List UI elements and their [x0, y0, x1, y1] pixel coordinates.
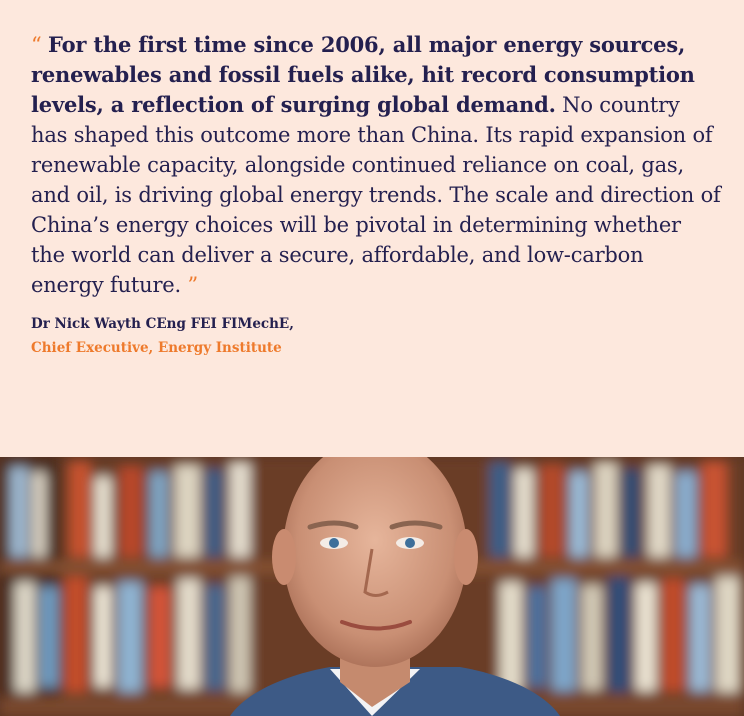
left-eyebrow	[307, 520, 359, 530]
face	[283, 457, 467, 667]
quote-text: “ For the first time since 2006, all maj…	[31, 30, 721, 300]
close-quote-mark: ”	[187, 273, 199, 297]
quote-panel: “ For the first time since 2006, all maj…	[31, 30, 721, 356]
left-ear	[272, 529, 296, 585]
mouth	[340, 620, 412, 631]
nose	[363, 548, 389, 597]
open-quote-mark: “	[31, 33, 42, 57]
author-role: Chief Executive, Energy Institute	[31, 340, 282, 356]
quote-body: No country has shaped this outcome more …	[31, 93, 721, 297]
quote-lead: For the first time since 2006, all major…	[31, 32, 695, 117]
portrait-photo	[0, 457, 744, 716]
right-eyebrow	[389, 520, 443, 530]
right-ear	[454, 529, 478, 585]
author-name: Dr Nick Wayth CEng FEI FIMechE,	[31, 316, 294, 332]
portrait-illustration	[0, 457, 744, 716]
